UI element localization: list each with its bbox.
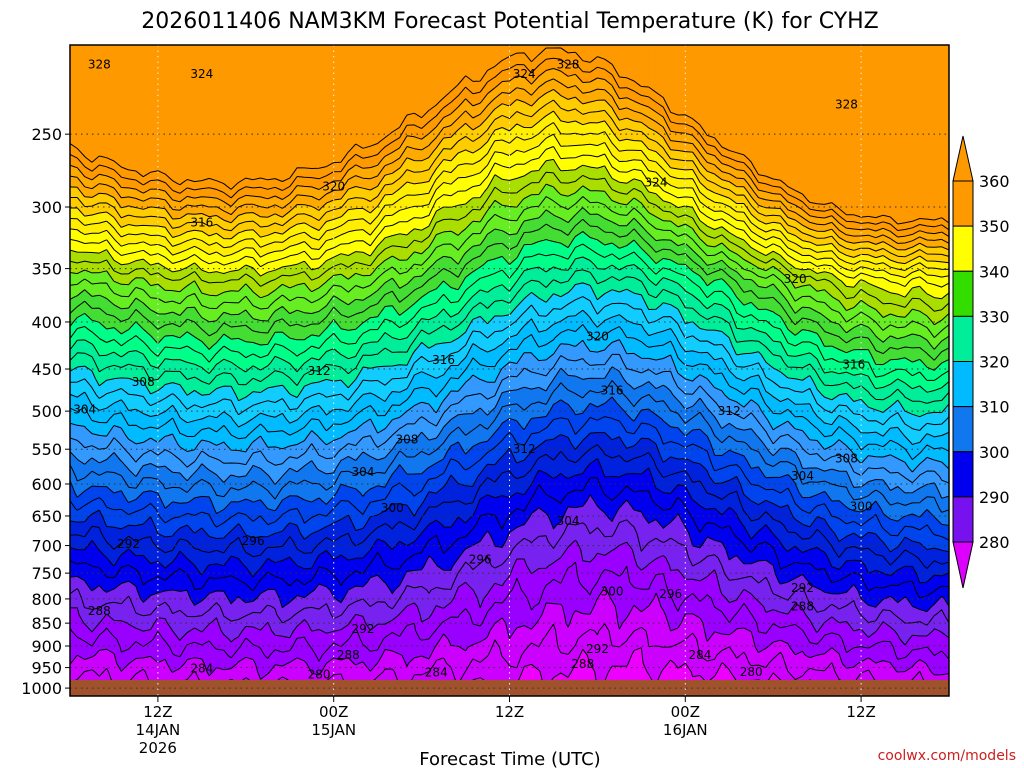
y-tick-label: 950 [31, 659, 62, 678]
colorbar-label: 350 [979, 217, 1010, 236]
y-tick-label: 450 [31, 360, 62, 379]
contour-label: 284 [425, 666, 448, 680]
colorbar-bin [953, 226, 973, 271]
x-tick-label: 00Z [671, 703, 700, 721]
credit-text: coolwx.com/models [878, 748, 1016, 764]
contour-label: 316 [601, 384, 624, 398]
x-tick-label: 15JAN [311, 721, 356, 739]
contour-label: 312 [308, 364, 331, 378]
x-tick-label: 2026 [139, 739, 177, 757]
contour-label: 288 [337, 648, 360, 662]
contour-label: 292 [791, 581, 814, 595]
y-tick-label: 400 [31, 313, 62, 332]
contour-label: 304 [352, 465, 375, 479]
contour-label: 308 [835, 452, 858, 466]
contour-label: 324 [513, 67, 536, 81]
colorbar-bin [953, 271, 973, 316]
y-tick-label: 650 [31, 507, 62, 526]
y-tick-label: 550 [31, 440, 62, 459]
contour-label: 292 [117, 537, 140, 551]
contour-label: 324 [645, 175, 668, 189]
x-axis-label: Forecast Time (UTC) [419, 749, 600, 768]
colorbar: 360 350 340 330 320 310 300 290 280 [953, 136, 1010, 588]
x-tick-label: 12Z [143, 703, 172, 721]
y-tick-label: 800 [31, 590, 62, 609]
contour-label: 316 [842, 358, 865, 372]
contour-label: 280 [308, 667, 331, 681]
colorbar-label: 290 [979, 488, 1010, 507]
colorbar-bin [953, 407, 973, 452]
y-tick-label: 500 [31, 402, 62, 421]
contour-label: 320 [586, 330, 609, 344]
colorbar-label: 340 [979, 262, 1010, 281]
chart-title: 2026011406 NAM3KM Forecast Potential Tem… [141, 9, 879, 34]
x-tick-label: 14JAN [136, 721, 181, 739]
contour-label: 296 [242, 534, 265, 548]
contour-label: 312 [718, 404, 741, 418]
contour-label: 304 [791, 469, 814, 483]
contour-label: 300 [850, 500, 873, 514]
contour-label: 316 [432, 353, 455, 367]
colorbar-label: 320 [979, 353, 1010, 372]
y-tick-label: 850 [31, 614, 62, 633]
y-tick-label: 750 [31, 564, 62, 583]
colorbar-bottom-arrow [953, 542, 973, 588]
contour-label: 316 [190, 216, 213, 230]
x-tick-label: 16JAN [663, 721, 708, 739]
colorbar-label: 300 [979, 443, 1010, 462]
contour-label: 308 [132, 375, 155, 389]
contour-label: 328 [88, 57, 111, 71]
contour-label: 312 [513, 442, 536, 456]
colorbar-label: 360 [979, 172, 1010, 191]
contour-label: 284 [190, 661, 213, 675]
contour-label: 296 [659, 587, 682, 601]
contour-label: 288 [88, 604, 111, 618]
colorbar-label: 310 [979, 398, 1010, 417]
contour-label: 296 [469, 553, 492, 567]
y-axis: 250 300 350 400 450 500 550 600 650 700 750 800 850 9… [21, 125, 70, 698]
contour-label: 328 [835, 97, 858, 111]
colorbar-label: 280 [979, 533, 1010, 552]
colorbar-top-arrow [953, 136, 973, 181]
contour-label: 292 [586, 642, 609, 656]
contour-label: 300 [601, 584, 624, 598]
contour-label: 292 [352, 622, 375, 636]
colorbar-bin [953, 497, 973, 542]
x-tick-label: 00Z [319, 703, 348, 721]
contour-label: 304 [73, 403, 96, 417]
colorbar-bin [953, 181, 973, 226]
y-tick-label: 600 [31, 475, 62, 494]
contour-label: 284 [688, 648, 711, 662]
contour-label: 328 [557, 57, 580, 71]
contour-label: 320 [322, 180, 345, 194]
contour-label: 288 [791, 599, 814, 613]
contour-label: 308 [395, 433, 418, 447]
contour-label: 320 [784, 272, 807, 286]
contour-label: 304 [557, 514, 580, 528]
x-tick-label: 12Z [846, 703, 875, 721]
y-tick-label: 700 [31, 537, 62, 556]
y-tick-label: 350 [31, 260, 62, 279]
contour-label: 280 [740, 665, 763, 679]
colorbar-bin [953, 452, 973, 497]
colorbar-bin [953, 362, 973, 407]
contour-label: 324 [190, 67, 213, 81]
y-tick-label: 900 [31, 637, 62, 656]
x-tick-label: 12Z [495, 703, 524, 721]
contour-label: 300 [381, 501, 404, 515]
colorbar-label: 330 [979, 307, 1010, 326]
y-tick-label: 1000 [21, 679, 62, 698]
contour-label: 288 [571, 657, 594, 671]
ground-surface [70, 680, 949, 696]
y-tick-label: 300 [31, 198, 62, 217]
colorbar-bin [953, 316, 973, 361]
y-tick-label: 250 [31, 125, 62, 144]
